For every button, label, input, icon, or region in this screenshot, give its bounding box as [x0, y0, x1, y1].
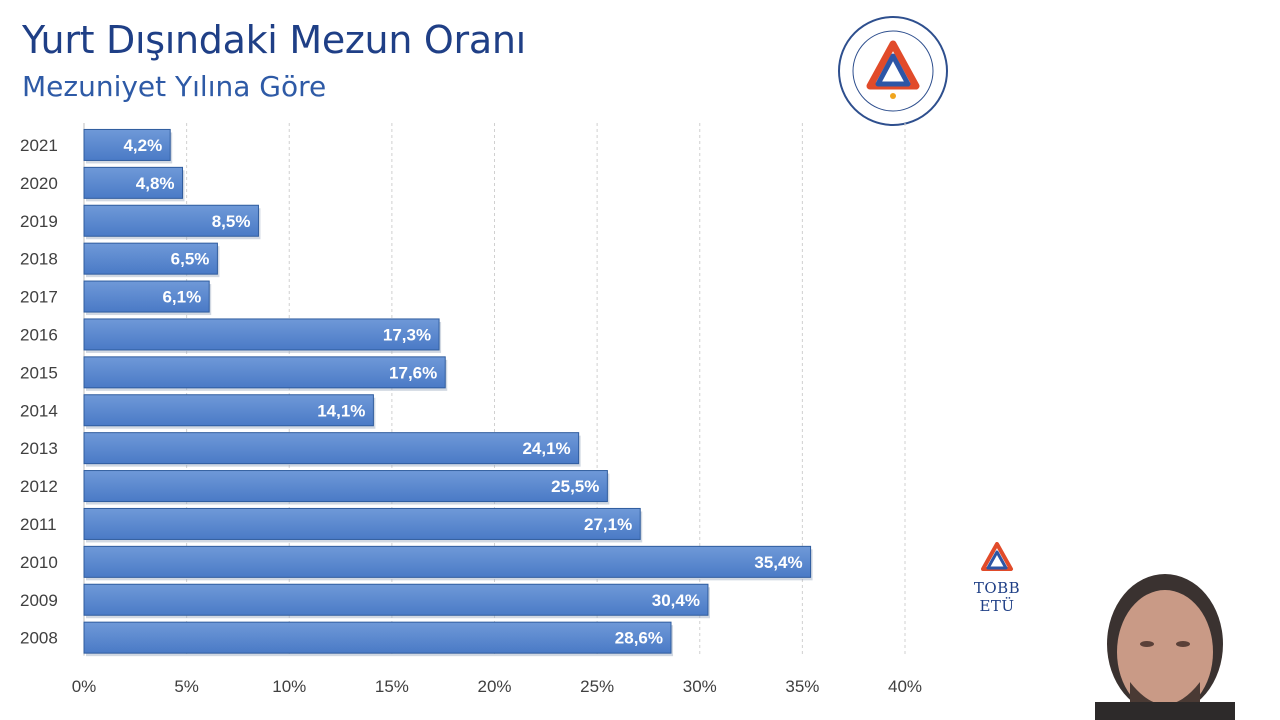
x-tick-label: 25% — [580, 677, 614, 696]
y-tick-label: 2013 — [20, 439, 58, 458]
bar — [83, 204, 259, 237]
data-label: 28,6% — [615, 629, 663, 648]
bar — [83, 545, 812, 578]
y-tick-label: 2008 — [20, 629, 58, 648]
x-tick-label: 15% — [375, 677, 409, 696]
data-label: 4,8% — [136, 174, 175, 193]
bar — [83, 583, 709, 616]
y-tick-label: 2012 — [20, 477, 58, 496]
webcam-logo: TOBB ETÜ — [957, 542, 1037, 615]
x-tick-label: 40% — [888, 677, 922, 696]
bar — [83, 242, 218, 275]
bar — [83, 166, 184, 199]
y-tick-label: 2010 — [20, 553, 58, 572]
data-label: 6,1% — [162, 288, 201, 307]
data-label: 35,4% — [754, 553, 802, 572]
slide-title: Yurt Dışındaki Mezun Oranı — [22, 18, 526, 62]
tobb-etu-seal-icon — [836, 14, 950, 128]
bar — [83, 507, 641, 540]
x-tick-label: 0% — [72, 677, 97, 696]
y-tick-label: 2021 — [20, 136, 58, 155]
data-label: 24,1% — [522, 439, 570, 458]
y-tick-label: 2019 — [20, 212, 58, 231]
webcam-overlay: TOBB ETÜ — [945, 532, 1280, 720]
data-label: 25,5% — [551, 477, 599, 496]
bar — [83, 280, 210, 313]
bar — [83, 470, 608, 503]
data-label: 4,2% — [123, 136, 162, 155]
y-tick-label: 2016 — [20, 325, 58, 344]
data-label: 8,5% — [212, 212, 251, 231]
x-tick-label: 35% — [785, 677, 819, 696]
data-label: 30,4% — [652, 591, 700, 610]
y-tick-label: 2015 — [20, 363, 58, 382]
bar — [83, 318, 440, 351]
data-label: 6,5% — [171, 250, 210, 269]
bar — [83, 621, 672, 654]
data-label: 17,6% — [389, 363, 437, 382]
bar — [83, 432, 580, 465]
slide-subtitle: Mezuniyet Yılına Göre — [22, 70, 327, 103]
data-label: 14,1% — [317, 401, 365, 420]
y-tick-label: 2009 — [20, 591, 58, 610]
y-tick-label: 2011 — [20, 515, 57, 534]
data-label: 27,1% — [584, 515, 632, 534]
webcam-logo-text: TOBB ETÜ — [973, 579, 1021, 615]
y-tick-label: 2018 — [20, 250, 58, 269]
x-tick-label: 5% — [174, 677, 199, 696]
x-tick-label: 30% — [683, 677, 717, 696]
data-label: 17,3% — [383, 325, 431, 344]
bar — [83, 394, 374, 427]
presenter-video — [1035, 552, 1280, 720]
x-tick-label: 10% — [272, 677, 306, 696]
bar — [83, 356, 446, 389]
y-tick-label: 2014 — [20, 401, 58, 420]
y-tick-label: 2020 — [20, 174, 58, 193]
bar — [83, 128, 171, 161]
tobb-etu-logo-icon — [981, 542, 1013, 571]
x-tick-label: 20% — [477, 677, 511, 696]
y-tick-label: 2017 — [20, 288, 58, 307]
